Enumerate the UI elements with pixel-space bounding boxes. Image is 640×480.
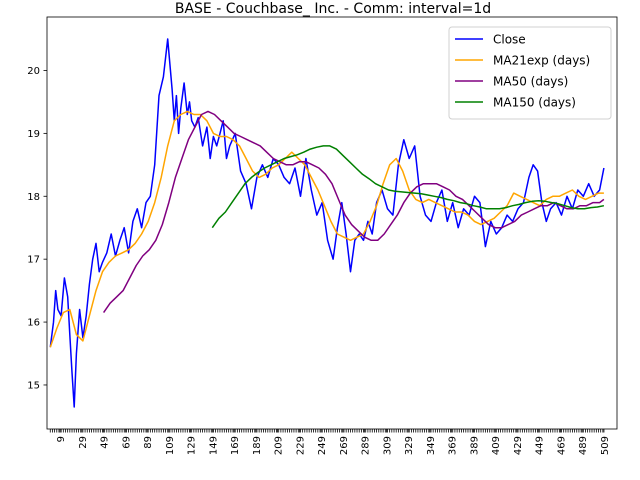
- x-tick-label: 329: [404, 436, 415, 455]
- x-tick-label: 169: [230, 436, 241, 455]
- x-tick-label: 509: [600, 436, 611, 455]
- series-line-1: [49, 38, 605, 408]
- chart-legend: Close MA21exp (days) MA50 (days) MA150 (day…: [448, 26, 612, 120]
- x-tick-label: 269: [339, 436, 350, 455]
- plot-border: [46, 16, 618, 430]
- x-tick-label: 129: [187, 436, 198, 455]
- x-tick-label: 489: [578, 436, 589, 455]
- x-tick-label: 289: [361, 436, 372, 455]
- chart-title: BASE - Couchbase_ Inc. - Comm: interval=…: [175, 1, 491, 17]
- y-tick-label: 19: [27, 129, 40, 140]
- x-tick-label: 189: [252, 436, 263, 455]
- x-tick-label: 29: [78, 436, 89, 449]
- x-tick-label: 369: [448, 436, 459, 455]
- series-line-4: [211, 145, 605, 229]
- x-tick-label: 469: [556, 436, 567, 455]
- y-tick-label: 17: [27, 255, 40, 266]
- axes-layer: 9 29 49 69 89 109 129 149 169 189 209 229 249 269 289 3…: [27, 16, 618, 455]
- x-tick-label: 89: [143, 436, 154, 449]
- x-tick-label: 109: [165, 436, 176, 455]
- x-tick-label: 149: [208, 436, 219, 455]
- x-tick-label: 309: [382, 436, 393, 455]
- series-layer: [49, 38, 605, 408]
- legend-label: MA150 (days): [493, 96, 576, 110]
- y-tick-label: 20: [27, 66, 40, 77]
- x-tick-label: 429: [513, 436, 524, 455]
- y-tick-label: 18: [27, 192, 40, 203]
- x-tick-label: 349: [426, 436, 437, 455]
- legend-label: Close: [493, 33, 526, 47]
- series-line-2: [49, 110, 604, 348]
- x-tick-label: 229: [295, 436, 306, 455]
- y-tick-label: 16: [27, 318, 40, 329]
- legend-box: [448, 26, 612, 120]
- series-line-3: [102, 110, 605, 314]
- y-tick-label: 15: [27, 380, 40, 391]
- legend-label: MA21exp (days): [493, 54, 590, 68]
- x-tick-label: 409: [491, 436, 502, 455]
- x-tick-label: 9: [56, 436, 67, 442]
- x-tick-label: 249: [317, 436, 328, 455]
- x-tick-label: 49: [100, 436, 111, 449]
- x-tick-label: 389: [469, 436, 480, 455]
- x-tick-label: 209: [274, 436, 285, 455]
- legend-label: MA50 (days): [493, 75, 568, 89]
- x-tick-label: 449: [535, 436, 546, 455]
- x-tick-label: 69: [121, 436, 132, 449]
